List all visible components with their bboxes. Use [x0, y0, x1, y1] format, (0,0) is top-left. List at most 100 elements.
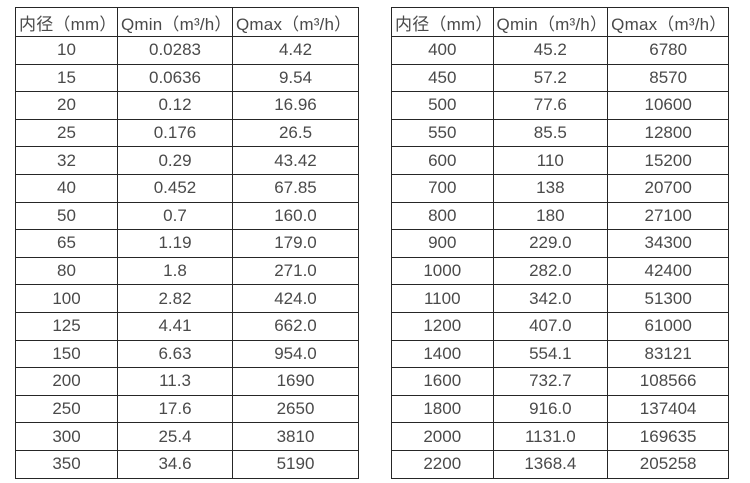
cell: 51300: [607, 284, 730, 313]
cell: 2650: [232, 394, 359, 424]
table-row: 300 25.4 3810: [15, 422, 359, 451]
cell: 34.6: [117, 449, 233, 479]
cell: 0.0283: [117, 36, 233, 65]
cell: 61000: [607, 311, 730, 341]
cell: 110: [492, 146, 609, 175]
cell: 550: [391, 118, 494, 148]
cell: 9.54: [232, 63, 359, 93]
cell: 1000: [391, 256, 494, 286]
cell: 42400: [607, 256, 730, 286]
header-qmax: Qmax（m³/h）: [607, 7, 730, 37]
cell: 45.2: [492, 36, 609, 65]
cell: 271.0: [232, 256, 359, 286]
cell: 600: [391, 146, 494, 175]
cell: 554.1: [492, 339, 609, 369]
cell: 65: [15, 229, 118, 258]
cell: 0.12: [117, 91, 233, 120]
cell: 10: [15, 36, 118, 65]
table-row: 700 138 20700: [391, 173, 730, 203]
header-qmin: Qmin（m³/h）: [117, 7, 233, 37]
cell: 1690: [232, 367, 359, 396]
spec-table-left: 内径（mm） Qmin（m³/h） Qmax（m³/h） 10 0.0283 4.4…: [15, 7, 359, 479]
cell: 125: [15, 311, 118, 341]
cell: 17.6: [117, 394, 233, 424]
cell: 25: [15, 118, 118, 148]
cell: 138: [492, 173, 609, 203]
spec-table-right: 内径（mm） Qmin（m³/h） Qmax（m³/h） 400 45.2 6780…: [391, 7, 730, 479]
cell: 2000: [391, 422, 494, 451]
cell: 4.42: [232, 36, 359, 65]
header-row: 内径（mm） Qmin（m³/h） Qmax（m³/h）: [391, 7, 730, 37]
cell: 1368.4: [492, 449, 609, 479]
cell: 200: [15, 367, 118, 396]
cell: 169635: [607, 422, 730, 451]
table-row: 1400 554.1 83121: [391, 339, 730, 369]
cell: 900: [391, 229, 494, 258]
cell: 20700: [607, 173, 730, 203]
table-row: 550 85.5 12800: [391, 118, 730, 148]
cell: 1100: [391, 284, 494, 313]
cell: 2200: [391, 449, 494, 479]
header-row: 内径（mm） Qmin（m³/h） Qmax（m³/h）: [15, 7, 359, 37]
cell: 1400: [391, 339, 494, 369]
table-row: 900 229.0 34300: [391, 229, 730, 258]
header-inner-diameter: 内径（mm）: [15, 7, 118, 37]
cell: 5190: [232, 449, 359, 479]
table-row: 80 1.8 271.0: [15, 256, 359, 286]
cell: 179.0: [232, 229, 359, 258]
table-row: 1200 407.0 61000: [391, 311, 730, 341]
table-row: 10 0.0283 4.42: [15, 36, 359, 65]
cell: 407.0: [492, 311, 609, 341]
cell: 8570: [607, 63, 730, 93]
cell: 342.0: [492, 284, 609, 313]
cell: 15: [15, 63, 118, 93]
cell: 4.41: [117, 311, 233, 341]
cell: 0.0636: [117, 63, 233, 93]
cell: 800: [391, 201, 494, 231]
cell: 77.6: [492, 91, 609, 120]
table-row: 65 1.19 179.0: [15, 229, 359, 258]
table-row: 200 11.3 1690: [15, 367, 359, 396]
table-row: 1600 732.7 108566: [391, 367, 730, 396]
table-row: 250 17.6 2650: [15, 394, 359, 424]
table-row: 1100 342.0 51300: [391, 284, 730, 313]
cell: 2.82: [117, 284, 233, 313]
cell: 0.452: [117, 173, 233, 203]
table-row: 450 57.2 8570: [391, 63, 730, 93]
cell: 1600: [391, 367, 494, 396]
cell: 10600: [607, 91, 730, 120]
cell: 80: [15, 256, 118, 286]
cell: 25.4: [117, 422, 233, 451]
cell: 300: [15, 422, 118, 451]
table-row: 1000 282.0 42400: [391, 256, 730, 286]
cell: 1800: [391, 394, 494, 424]
header-qmin: Qmin（m³/h）: [492, 7, 609, 37]
table-row: 500 77.6 10600: [391, 91, 730, 120]
cell: 1131.0: [492, 422, 609, 451]
table-row: 15 0.0636 9.54: [15, 63, 359, 93]
cell: 15200: [607, 146, 730, 175]
cell: 3810: [232, 422, 359, 451]
table-row: 32 0.29 43.42: [15, 146, 359, 175]
table-row: 400 45.2 6780: [391, 36, 730, 65]
cell: 85.5: [492, 118, 609, 148]
cell: 16.96: [232, 91, 359, 120]
cell: 6.63: [117, 339, 233, 369]
cell: 67.85: [232, 173, 359, 203]
cell: 108566: [607, 367, 730, 396]
cell: 26.5: [232, 118, 359, 148]
table-row: 125 4.41 662.0: [15, 311, 359, 341]
cell: 450: [391, 63, 494, 93]
cell: 700: [391, 173, 494, 203]
cell: 0.29: [117, 146, 233, 175]
cell: 40: [15, 173, 118, 203]
table-row: 800 180 27100: [391, 201, 730, 231]
cell: 160.0: [232, 201, 359, 231]
cell: 100: [15, 284, 118, 313]
table-row: 2000 1131.0 169635: [391, 422, 730, 451]
cell: 12800: [607, 118, 730, 148]
table-row: 150 6.63 954.0: [15, 339, 359, 369]
cell: 137404: [607, 394, 730, 424]
cell: 400: [391, 36, 494, 65]
